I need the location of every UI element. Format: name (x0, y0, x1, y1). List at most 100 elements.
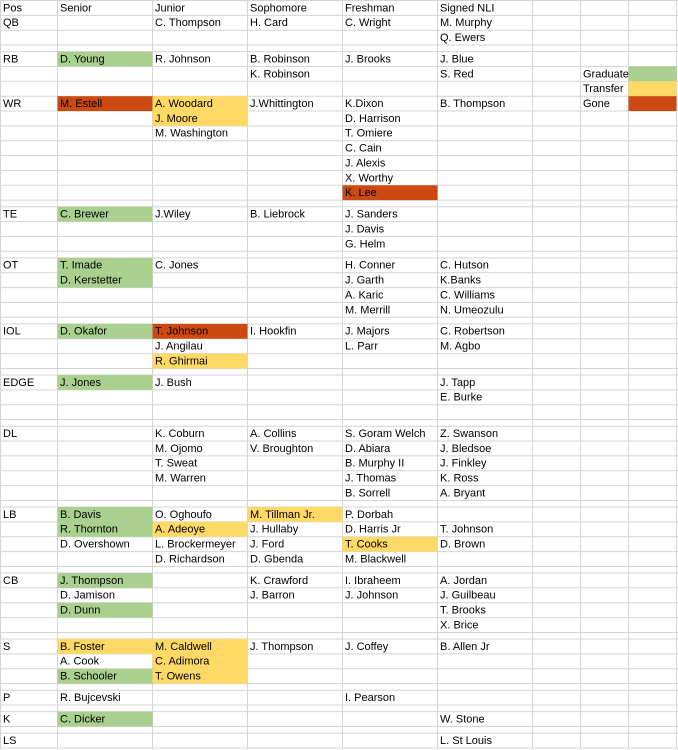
column-header: Signed NLI (440, 2, 494, 14)
cell-text: I. Pearson (345, 692, 395, 704)
cell-text: Q. Ewers (440, 32, 486, 44)
cell-text: T. Johnson (155, 326, 208, 338)
cell-text: Gone (583, 98, 610, 110)
cell-fill (152, 653, 248, 669)
cell-text: RB (3, 53, 18, 65)
cell-text: T. Cooks (345, 539, 388, 551)
cell-text: D. Abiara (345, 443, 391, 455)
cell-text: J. Garth (345, 275, 384, 287)
cell-fill (628, 66, 677, 82)
cell-text: J. Majors (345, 326, 390, 338)
cell-text: D. Okafor (60, 326, 107, 338)
cell-fill (57, 96, 153, 112)
cell-text: C. Brewer (60, 209, 109, 221)
cell-text: J. Guilbeau (440, 590, 496, 602)
cell-text: B. Allen Jr (440, 641, 490, 653)
column-header: Pos (3, 2, 22, 14)
cell-text: D. Young (60, 53, 105, 65)
cell-text: M. Tillman Jr. (250, 509, 315, 521)
cell-text: J. Blue (440, 53, 474, 65)
cell-text: X. Worthy (345, 172, 394, 184)
cell-text: T. Imade (60, 260, 102, 272)
cell-text: L. St Louis (440, 735, 492, 747)
cell-text: V. Broughton (250, 443, 313, 455)
cell-text: C. Adimora (155, 656, 210, 668)
cell-text: EDGE (3, 377, 34, 389)
cell-text: B. Murphy II (345, 458, 404, 470)
cell-text: WR (3, 98, 21, 110)
cell-text: D. Harrison (345, 113, 401, 125)
cell-fill (57, 257, 153, 273)
cell-text: Transfer (583, 83, 624, 95)
cell-text: J. Ford (250, 539, 284, 551)
cell-fill (57, 521, 153, 537)
cell-fill (628, 81, 677, 97)
cell-text: QB (3, 17, 19, 29)
cell-fill (152, 96, 248, 112)
cell-text: A. Cook (60, 656, 100, 668)
cell-text: C. Hutson (440, 260, 489, 272)
cell-text: N. Umeozulu (440, 304, 504, 316)
cell-text: A. Bryant (440, 487, 485, 499)
cell-text: D. Overshown (60, 539, 130, 551)
cell-text: J. Davis (345, 223, 385, 235)
cell-text: IOL (3, 326, 21, 338)
cell-text: K. Ross (440, 473, 479, 485)
cell-text: H. Conner (345, 260, 395, 272)
cell-text: J. Hullaby (250, 524, 299, 536)
cell-text: D. Jamison (60, 590, 115, 602)
cell-text: TE (3, 209, 17, 221)
column-header: Freshman (345, 2, 395, 14)
cell-text: R. Ghirmai (155, 355, 208, 367)
cell-text: K. Crawford (250, 575, 308, 587)
cell-text: J. Thompson (250, 641, 313, 653)
cell-fill (57, 323, 153, 339)
cell-text: P. Dorbah (345, 509, 393, 521)
cell-text: K (3, 713, 11, 725)
cell-text: DL (3, 428, 17, 440)
cell-text: S. Red (440, 68, 474, 80)
cell-fill (152, 639, 248, 654)
cell-text: D. Gbenda (250, 553, 304, 565)
cell-text: J. Finkley (440, 458, 487, 470)
cell-text: J. Tapp (440, 377, 475, 389)
cell-text: I. Ibraheem (345, 575, 401, 587)
cell-text: J. Thomas (345, 473, 397, 485)
cell-text: C. Wright (345, 17, 391, 29)
cell-text: LB (3, 509, 16, 521)
cell-text: R. Johnson (155, 53, 211, 65)
cell-text: D. Dunn (60, 605, 100, 617)
cell-text: J.Whittington (250, 98, 314, 110)
cell-text: C. Dicker (60, 713, 106, 725)
cell-text: C. Robertson (440, 326, 505, 338)
cell-text: J. Johnson (345, 590, 398, 602)
cell-text: A. Jordan (440, 575, 487, 587)
cell-text: S (3, 641, 10, 653)
cell-text: K.Dixon (345, 98, 384, 110)
cell-fill (57, 573, 153, 588)
cell-fill (57, 639, 153, 654)
cell-text: K. Lee (345, 187, 377, 199)
cell-text: M. Agbo (440, 341, 480, 353)
cell-text: T. Owens (155, 671, 201, 683)
cell-text: M. Washington (155, 128, 228, 140)
column-header: Senior (60, 2, 92, 14)
cell-text: X. Brice (440, 619, 479, 631)
cell-text: H. Card (250, 17, 288, 29)
cell-text: C. Jones (155, 260, 199, 272)
cell-text: T. Johnson (440, 524, 493, 536)
cell-text: Z. Swanson (440, 428, 498, 440)
cell-text: I. Hookfin (250, 326, 296, 338)
cell-text: M. Merrill (345, 304, 390, 316)
cell-text: G. Helm (345, 238, 385, 250)
cell-text: A. Karic (345, 289, 384, 301)
cell-text: K. Coburn (155, 428, 205, 440)
cell-text: B. Davis (60, 509, 101, 521)
cell-text: P (3, 692, 10, 704)
cell-fill (57, 51, 153, 67)
cell-fill (152, 668, 248, 684)
cell-text: E. Burke (440, 392, 482, 404)
